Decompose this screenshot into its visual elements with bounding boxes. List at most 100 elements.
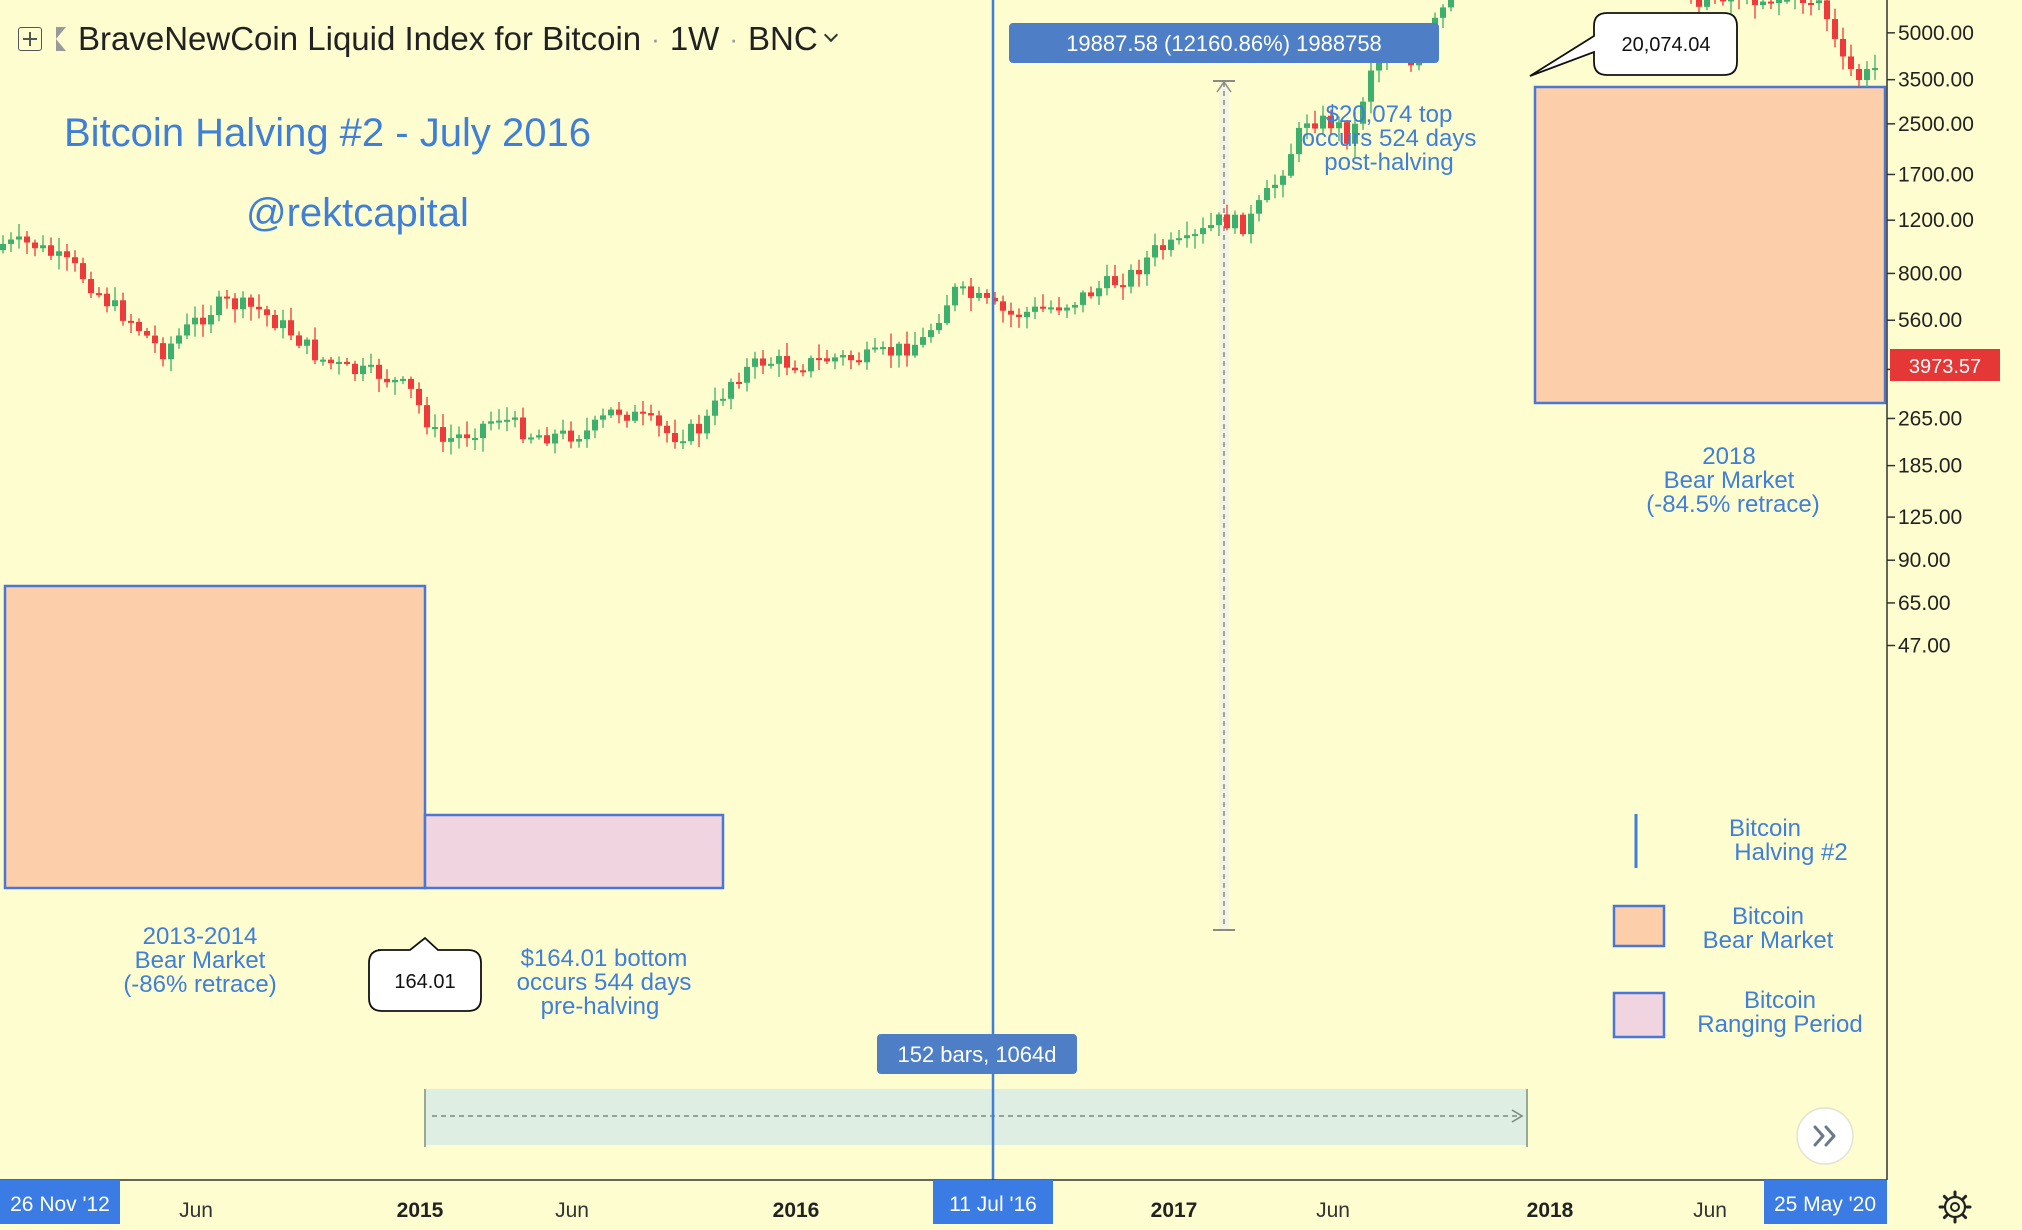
candle-body <box>1168 239 1174 250</box>
candle-body <box>640 411 646 414</box>
bottom-callout-text: 164.01 <box>394 971 455 993</box>
candle-body <box>720 398 726 401</box>
measure-label: 19887.58 (12160.86%) 1988758 <box>1009 23 1439 63</box>
candle-body <box>1808 2 1814 5</box>
bear-2018-line-1: 2018 <box>1702 443 1755 470</box>
candle-body <box>576 439 582 442</box>
candle-body <box>560 430 566 434</box>
candle-body <box>1056 307 1062 311</box>
candle-body <box>296 335 302 346</box>
candle-body <box>1304 123 1310 128</box>
candle-body <box>504 419 510 422</box>
chevron-down-icon[interactable] <box>823 27 838 43</box>
candle-body <box>48 245 54 256</box>
candle-body <box>1240 214 1246 235</box>
scroll-to-realtime-button[interactable] <box>1796 1107 1854 1165</box>
candle-body <box>760 358 766 366</box>
x-tick-label: Jun <box>555 1199 589 1222</box>
candle-body <box>1864 69 1870 80</box>
ranging-period-box <box>423 813 725 890</box>
candle-body <box>1264 187 1270 201</box>
legend-halving-line-1: Bitcoin <box>1729 815 1801 842</box>
time-axis-ticks: Jun 2015 Jun 2016 2017 Jun 2018 Jun <box>179 1199 1727 1222</box>
candle-body <box>1704 0 1710 7</box>
candle-body <box>1360 101 1366 124</box>
candle-body <box>320 359 326 362</box>
candle-body <box>232 298 238 310</box>
candle-body <box>352 363 358 375</box>
candle-body <box>16 236 22 240</box>
x-tag-halving-text: 11 Jul '16 <box>949 1193 1037 1216</box>
measure-label-text: 19887.58 (12160.86%) 1988758 <box>1066 31 1382 56</box>
top-line-1: $20,074 top <box>1326 101 1453 128</box>
candle-body <box>96 293 102 296</box>
candle-body <box>1288 154 1294 176</box>
candle-body <box>952 286 958 306</box>
candle-body <box>912 344 918 356</box>
candle-body <box>1104 276 1110 289</box>
expand-icon[interactable] <box>18 27 42 51</box>
candle-body <box>1184 235 1190 239</box>
top-label: $20,074 top occurs 524 days post-halving <box>1302 101 1477 176</box>
top-callout[interactable]: 20,074.04 <box>1529 12 1738 77</box>
bear-2018-line-2: Bear Market <box>1664 467 1795 494</box>
y-tick-label: 185.00 <box>1898 455 1962 478</box>
candle-body <box>240 297 246 310</box>
price-axis[interactable] <box>1887 0 2022 1180</box>
candle-body <box>384 378 390 383</box>
candle-body <box>752 358 758 367</box>
candle-body <box>1296 127 1302 155</box>
candle-body <box>704 415 710 434</box>
bars-label-text: 152 bars, 1064d <box>897 1042 1056 1067</box>
x-tick-label: Jun <box>179 1199 213 1222</box>
bear-2018-line-3: (-84.5% retrace) <box>1646 491 1819 518</box>
candle-body <box>696 423 702 434</box>
candle-body <box>816 358 822 361</box>
candle-body <box>1000 301 1006 311</box>
candle-body <box>280 320 286 329</box>
y-tick-label: 560.00 <box>1898 309 1962 332</box>
candle-body <box>1120 285 1126 288</box>
candle-body <box>216 296 222 316</box>
date-range-box[interactable] <box>425 1089 1527 1145</box>
candle-body <box>256 306 262 310</box>
top-line-2: occurs 524 days <box>1302 125 1477 152</box>
y-tick-label: 3500.00 <box>1898 69 1974 92</box>
bottom-callout[interactable]: 164.01 <box>368 936 482 1012</box>
candle-body <box>88 279 94 294</box>
candle-body <box>1328 115 1334 129</box>
candle-body <box>1192 234 1198 237</box>
candle-body <box>1200 228 1206 235</box>
candle-body <box>1312 123 1318 129</box>
candle-body <box>488 421 494 424</box>
price-range-arrow-head <box>1216 80 1232 93</box>
candle-body <box>456 434 462 439</box>
x-tag-end: 25 May '20 <box>1764 1180 1887 1224</box>
bear-2013-line-3: (-86% retrace) <box>123 971 276 998</box>
top-line-3: post-halving <box>1324 149 1453 176</box>
candle-body <box>1272 184 1278 188</box>
candle-body <box>432 427 438 430</box>
candle-body <box>120 300 126 321</box>
top-callout-text: 20,074.04 <box>1622 34 1711 56</box>
candle-body <box>1800 0 1806 3</box>
y-tick-label: 47.00 <box>1898 634 1951 657</box>
candle-body <box>1440 7 1446 18</box>
chart-header: BraveNewCoin Liquid Index for Bitcoin · … <box>18 14 838 64</box>
candle-body <box>1376 59 1382 71</box>
candle-body <box>664 425 670 434</box>
interval-label[interactable]: 1W <box>669 20 720 57</box>
candle-body <box>440 427 446 442</box>
candle-body <box>1152 245 1158 258</box>
gear-icon[interactable] <box>1938 1190 1972 1224</box>
y-tick-label: 7000.00 <box>1898 0 1974 1</box>
candle-body <box>648 413 654 416</box>
candle-body <box>1752 0 1758 6</box>
exchange-label[interactable]: BNC <box>747 20 818 57</box>
candles-group <box>0 0 1878 455</box>
symbol-title[interactable]: BraveNewCoin Liquid Index for Bitcoin <box>78 20 642 57</box>
candle-body <box>832 357 838 362</box>
symbol-flag-icon[interactable] <box>56 27 66 51</box>
